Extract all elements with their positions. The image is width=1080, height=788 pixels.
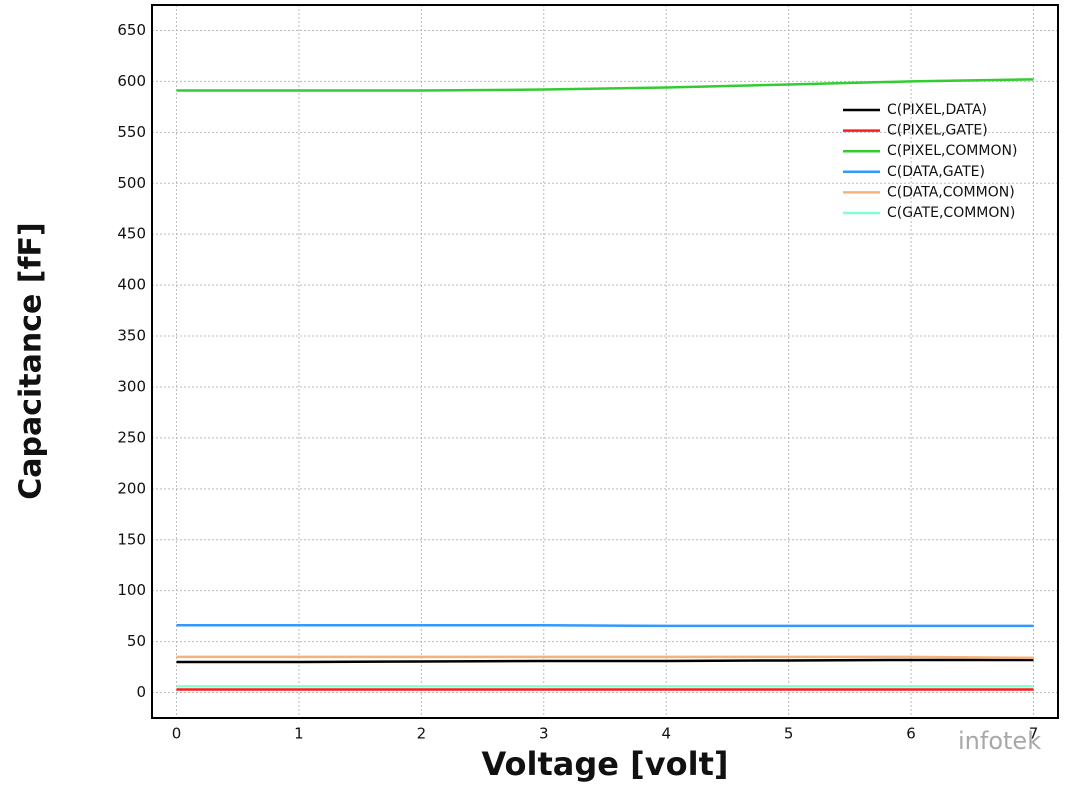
y-tick-label: 100 xyxy=(117,581,146,599)
legend-label: C(DATA,COMMON) xyxy=(887,184,1015,200)
y-tick-label: 150 xyxy=(117,530,146,548)
x-axis-label: Voltage [volt] xyxy=(482,745,729,783)
legend-label: C(PIXEL,GATE) xyxy=(887,123,988,139)
x-tick-label: 3 xyxy=(539,725,549,743)
series-line xyxy=(176,658,1034,664)
x-tick-label: 1 xyxy=(294,725,304,743)
y-tick-label: 200 xyxy=(117,479,146,497)
legend-label: C(PIXEL,COMMON) xyxy=(887,143,1017,159)
x-tick-label: 6 xyxy=(906,725,916,743)
plot-frame xyxy=(151,4,1059,719)
watermark: infotek xyxy=(958,727,1041,755)
y-tick-label: 0 xyxy=(136,683,146,701)
y-tick-label: 650 xyxy=(117,21,146,39)
x-tick-label: 5 xyxy=(784,725,794,743)
y-tick-label: 600 xyxy=(117,72,146,90)
series-line xyxy=(176,78,1034,92)
x-tick-label: 2 xyxy=(417,725,427,743)
legend-label: C(PIXEL,DATA) xyxy=(887,102,987,118)
y-axis-label: Capacitance [fF] xyxy=(14,222,49,500)
x-tick-label: 7 xyxy=(1029,725,1039,743)
y-tick-label: 500 xyxy=(117,174,146,192)
series-line xyxy=(176,655,1034,660)
legend-label: C(GATE,COMMON) xyxy=(887,205,1015,221)
y-tick-label: 250 xyxy=(117,428,146,446)
legend-label: C(DATA,GATE) xyxy=(887,164,985,180)
series-line xyxy=(176,624,1034,628)
y-tick-label: 400 xyxy=(117,276,146,294)
y-tick-label: 350 xyxy=(117,327,146,345)
x-tick-label: 0 xyxy=(172,725,182,743)
x-tick-label: 4 xyxy=(661,725,671,743)
y-tick-label: 450 xyxy=(117,225,146,243)
y-tick-label: 300 xyxy=(117,377,146,395)
y-tick-label: 50 xyxy=(127,632,146,650)
y-tick-label: 550 xyxy=(117,123,146,141)
